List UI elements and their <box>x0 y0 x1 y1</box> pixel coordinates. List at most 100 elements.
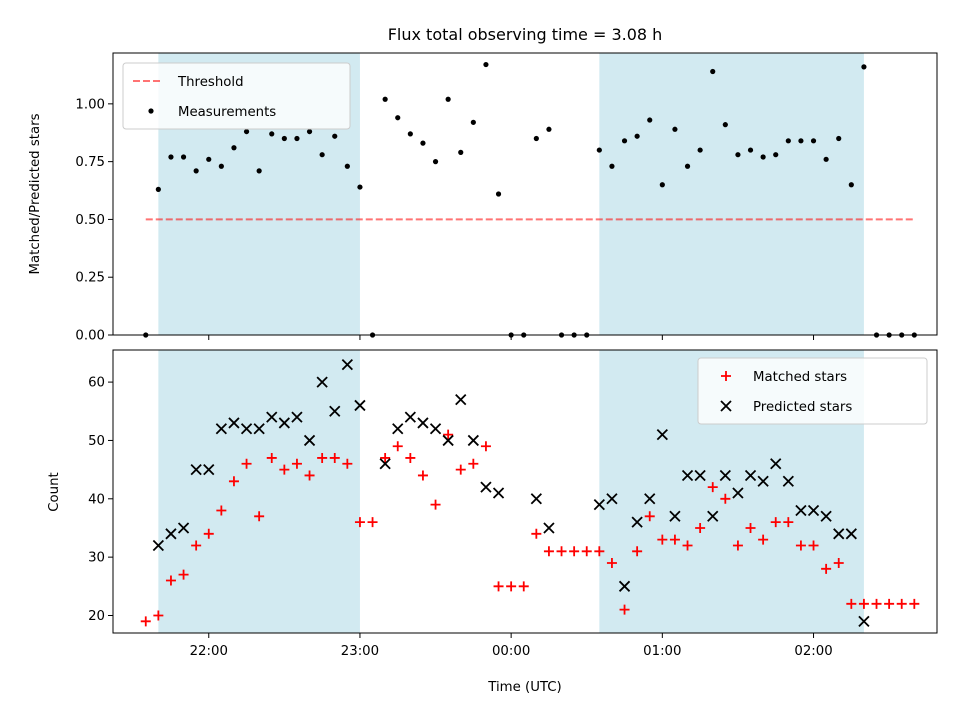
measurements-point <box>672 126 678 132</box>
measurements-point <box>836 135 842 142</box>
shaded-interval-1 <box>599 53 864 335</box>
measurements-point <box>432 159 439 165</box>
measurements-point <box>407 131 413 137</box>
ratio-panel: 0.00 0.25 0.50 0.75 1.00 Threshold Measurement… <box>75 52 938 344</box>
top-y-axis-label: Matched/Predicted stars <box>28 113 43 274</box>
legend-box <box>697 357 928 425</box>
y-tick-label: 1.00 <box>75 97 105 112</box>
y-tick-label: 0.75 <box>75 155 105 170</box>
axes-frame <box>112 52 938 336</box>
matched-stars-point <box>279 464 290 475</box>
legend-label: Measurements <box>178 105 276 120</box>
predicted-stars-point <box>253 423 265 435</box>
matched-stars-point <box>241 458 252 469</box>
matched-stars-point <box>682 540 693 551</box>
matched-stars-point <box>758 534 769 545</box>
predicted-stars-point <box>719 469 731 482</box>
measurements-point <box>470 119 476 125</box>
matched-stars-point <box>228 476 239 487</box>
measurements-point <box>823 156 829 162</box>
measurements-point <box>533 135 539 142</box>
matched-stars-point <box>443 429 454 440</box>
matched-stars-point <box>594 546 605 557</box>
legend: Matched stars Predicted stars <box>697 357 928 425</box>
predicted-stars-point <box>480 481 492 493</box>
matched-stars-point <box>518 581 529 592</box>
predicted-stars-point <box>354 399 366 412</box>
predicted-stars-point <box>177 522 190 534</box>
matched-stars-point <box>392 441 403 452</box>
predicted-stars-point <box>266 411 278 423</box>
matched-stars-point <box>871 598 882 609</box>
measurements-point <box>596 147 602 153</box>
measurements-point <box>495 191 502 197</box>
matched-stars-point <box>606 557 617 568</box>
matched-stars-point <box>455 464 466 475</box>
matched-stars-point <box>468 458 479 469</box>
predicted-stars-point <box>694 469 706 482</box>
matched-stars-point <box>745 522 756 533</box>
predicted-stars-point <box>152 539 164 552</box>
predicted-stars-point <box>291 411 303 423</box>
measurements-point <box>621 138 628 144</box>
legend-marker <box>721 371 731 381</box>
predicted-stars-point <box>228 417 240 429</box>
measurements-point <box>697 147 703 153</box>
measurements-point <box>798 138 804 144</box>
matched-stars-point <box>380 452 391 463</box>
predicted-stars-point <box>845 528 857 540</box>
matched-stars-point <box>140 616 151 627</box>
matched-stars-point <box>808 540 819 551</box>
predicted-stars-point <box>795 504 807 517</box>
predicted-stars-point <box>215 423 227 435</box>
matched-stars-point <box>669 534 680 545</box>
predicted-stars-point <box>341 358 353 371</box>
predicted-stars-point <box>782 475 794 487</box>
matched-stars-point <box>569 546 580 557</box>
predicted-stars-point <box>732 487 744 499</box>
measurements-point <box>218 163 224 169</box>
predicted-stars-point <box>707 510 719 522</box>
predicted-stars-point <box>303 434 316 447</box>
predicted-stars-point <box>240 423 253 435</box>
measurements-point <box>306 128 313 135</box>
measurements-point <box>180 154 187 160</box>
predicted-stars-point <box>656 428 668 441</box>
bottom-y-axis-label: Count <box>47 472 62 512</box>
legend-marker <box>148 108 154 114</box>
matched-stars-point <box>695 522 706 533</box>
predicted-stars-point <box>543 522 555 534</box>
matched-stars-point <box>178 569 189 580</box>
measurements-point <box>848 182 854 188</box>
matched-stars-point <box>329 452 340 463</box>
x-tick-label: 00:00 <box>492 644 530 659</box>
y-tick-label: 0.25 <box>75 271 105 286</box>
matched-stars-point <box>846 598 857 609</box>
legend-label: Threshold <box>177 75 244 90</box>
measurements-point <box>659 182 665 188</box>
measurements-point <box>319 152 325 158</box>
measurements-point <box>206 156 212 162</box>
matched-stars-point <box>165 575 176 586</box>
matched-stars-point <box>858 598 869 609</box>
predicted-stars-point <box>203 463 215 476</box>
y-tick-label: 30 <box>88 551 105 566</box>
matched-stars-point <box>342 458 353 469</box>
measurements-point <box>546 126 552 132</box>
measurements-point <box>168 154 174 160</box>
measurements-point <box>647 117 653 123</box>
predicted-stars-point <box>744 469 757 482</box>
measurements-point <box>735 152 741 158</box>
measurements-point <box>420 140 426 146</box>
matched-stars-point <box>657 534 668 545</box>
measurements-point <box>747 147 754 153</box>
predicted-stars-point <box>820 510 832 522</box>
predicted-stars-point <box>278 417 290 429</box>
measurements-point <box>684 163 691 169</box>
matched-stars-point <box>619 604 630 615</box>
matched-stars-point <box>506 581 517 592</box>
matched-stars-point <box>896 598 907 609</box>
predicted-stars-point <box>442 434 454 447</box>
matched-stars-point <box>884 598 895 609</box>
